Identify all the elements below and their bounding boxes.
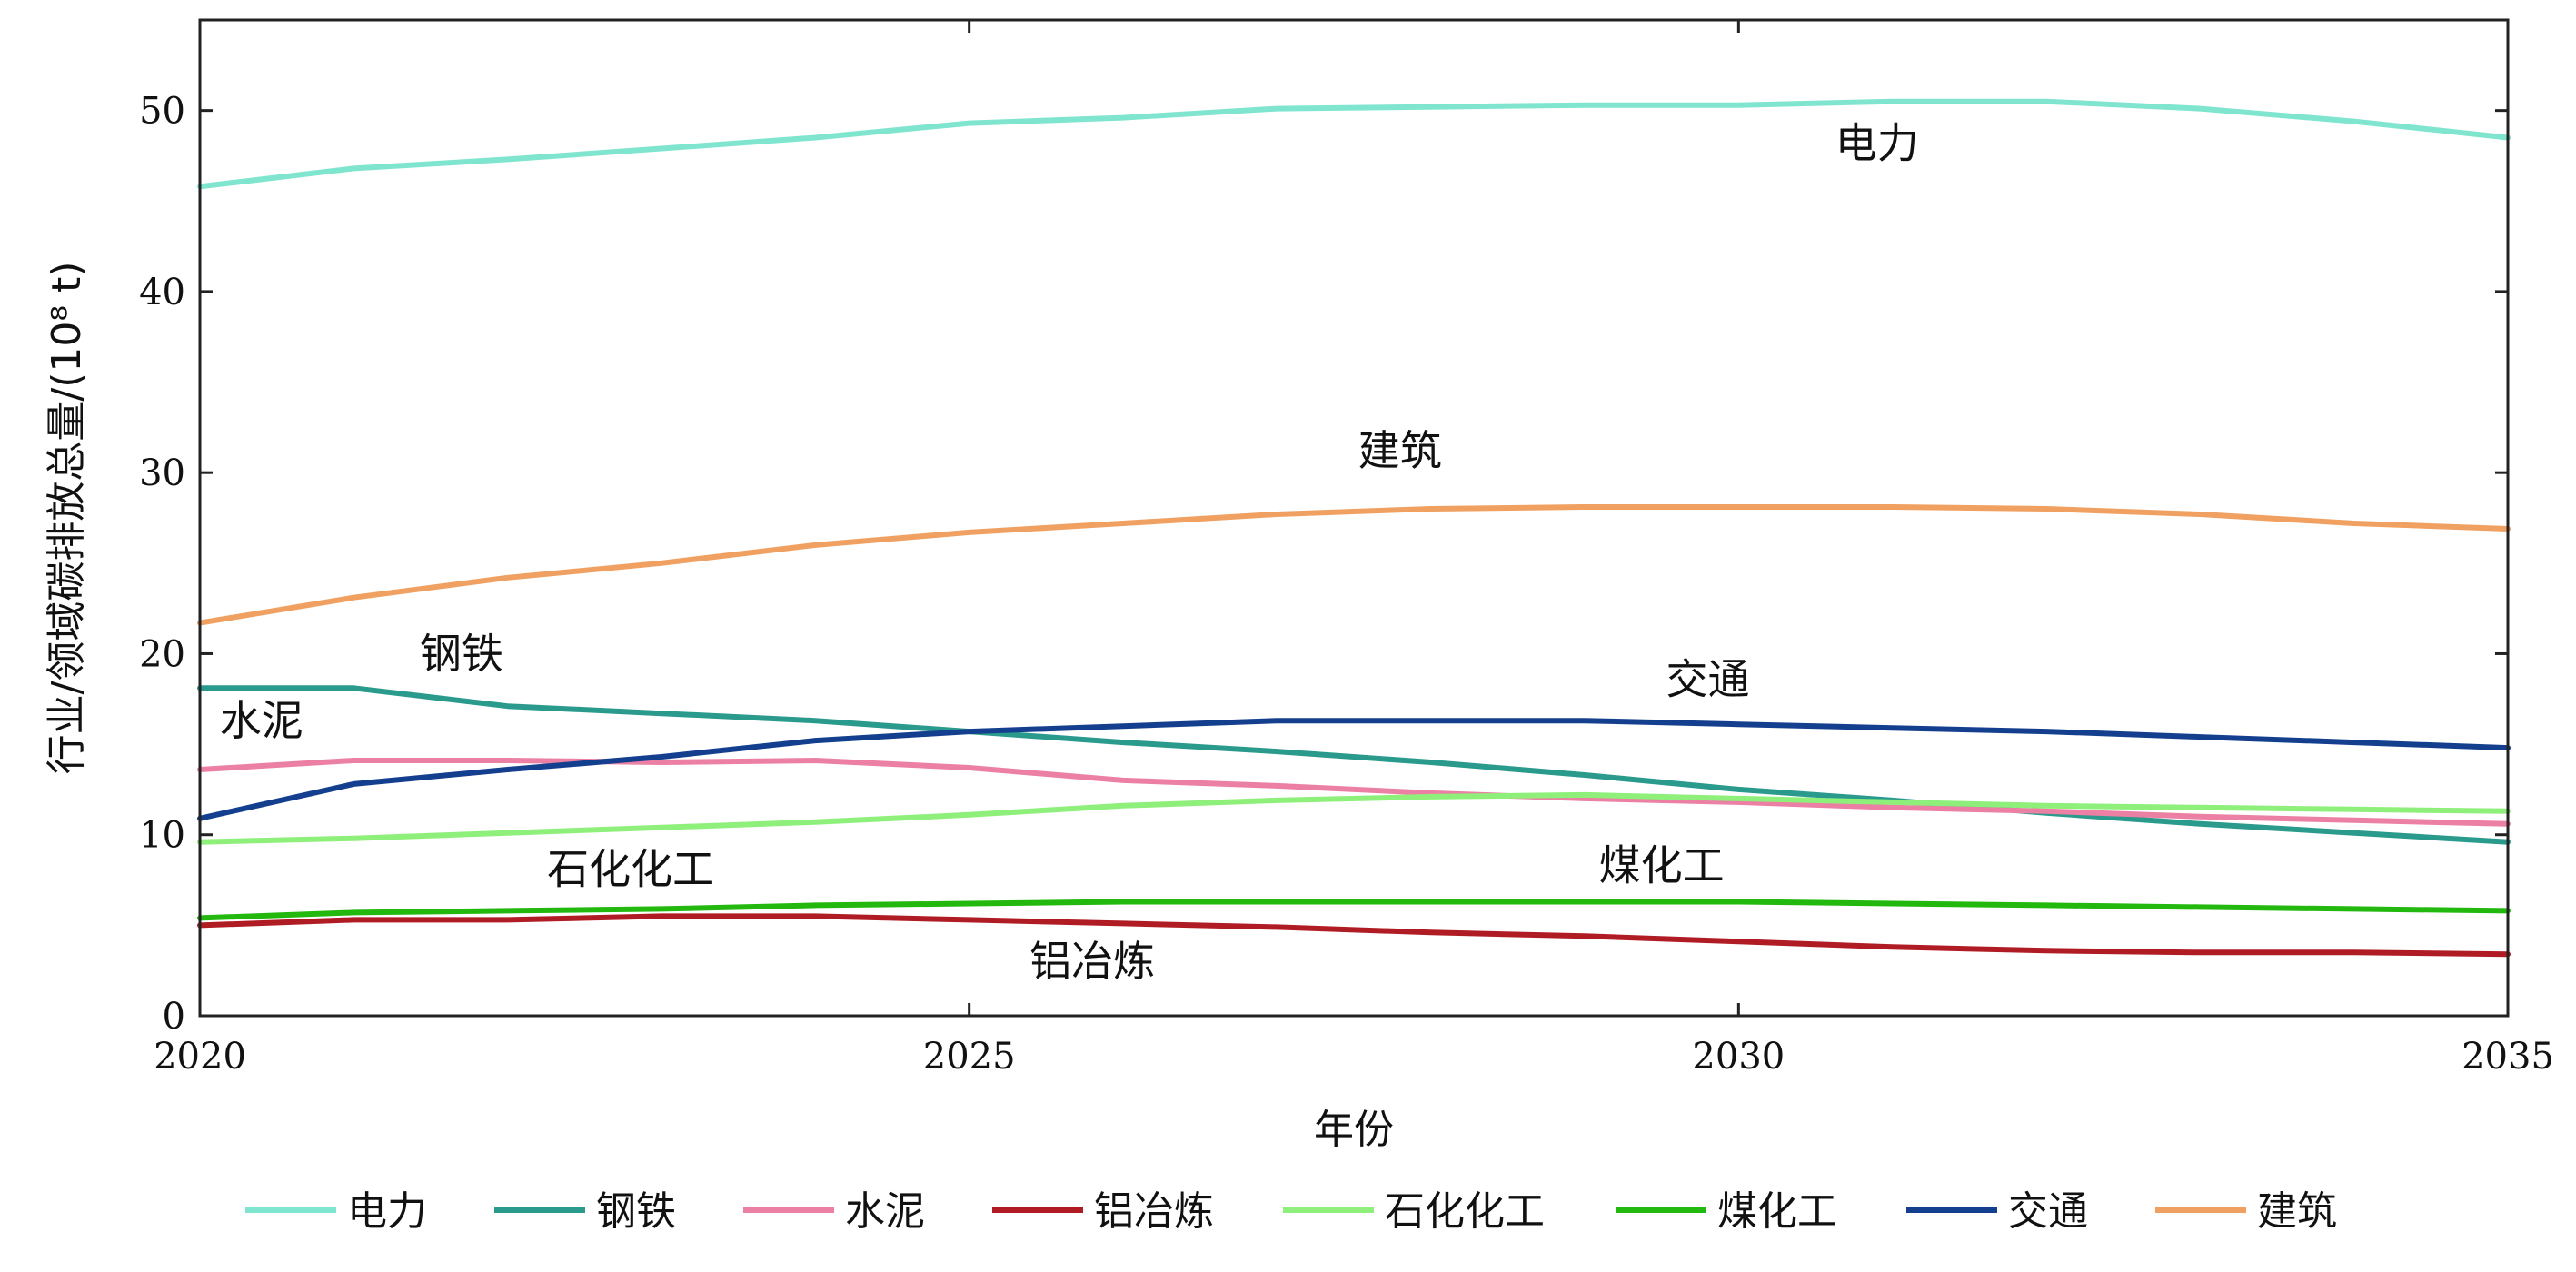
legend-label: 电力	[347, 1188, 427, 1235]
x-tick-label: 2035	[2462, 1036, 2554, 1078]
y-tick-label: 10	[139, 815, 185, 857]
series-line-0	[197, 98, 2511, 190]
series-lines	[197, 98, 2511, 958]
series-annotation: 石化化工	[547, 845, 714, 894]
legend-label: 钢铁	[596, 1188, 676, 1235]
series-line-2	[197, 758, 2511, 827]
series-annotation: 钢铁	[420, 629, 503, 678]
series-annotation: 煤化工	[1599, 841, 1725, 890]
series-annotation: 铝冶炼	[1029, 937, 1155, 986]
y-tick-label: 40	[139, 272, 185, 313]
series-annotation: 水泥	[220, 696, 303, 745]
legend-label: 石化化工	[1385, 1188, 1545, 1235]
x-axis-title: 年份	[1314, 1107, 1394, 1153]
series-line-7	[197, 504, 2511, 626]
legend-label: 交通	[2008, 1188, 2088, 1235]
y-tick-label: 50	[139, 91, 185, 133]
series-line-3	[197, 913, 2511, 958]
x-tick-label: 2030	[1692, 1036, 1785, 1078]
y-tick-label: 20	[139, 633, 185, 675]
series-line-4	[197, 791, 2511, 845]
series-annotation: 电力	[1835, 118, 1919, 167]
plot-frame	[198, 18, 2510, 1018]
series-annotation: 建筑	[1358, 426, 1442, 475]
series-line-6	[197, 718, 2511, 821]
series-line-1	[197, 685, 2511, 845]
legend-label: 建筑	[2257, 1188, 2337, 1235]
series-line-5	[197, 899, 2511, 921]
legend-label: 煤化工	[1717, 1188, 1837, 1235]
y-tick-label: 30	[139, 452, 185, 494]
x-tick-label: 2020	[154, 1036, 246, 1078]
legend-label: 水泥	[845, 1188, 925, 1235]
x-tick-label: 2025	[923, 1036, 1016, 1078]
y-axis-title: 行业/领域碳排放总量/(10⁸ t)	[44, 262, 90, 775]
series-annotation: 交通	[1666, 654, 1749, 703]
y-tick-label: 0	[163, 996, 185, 1038]
legend-label: 铝冶炼	[1094, 1188, 1214, 1235]
legend: 电力 钢铁 水泥 铝冶炼 石化化工 煤化工 交通 建筑	[245, 1188, 2337, 1235]
